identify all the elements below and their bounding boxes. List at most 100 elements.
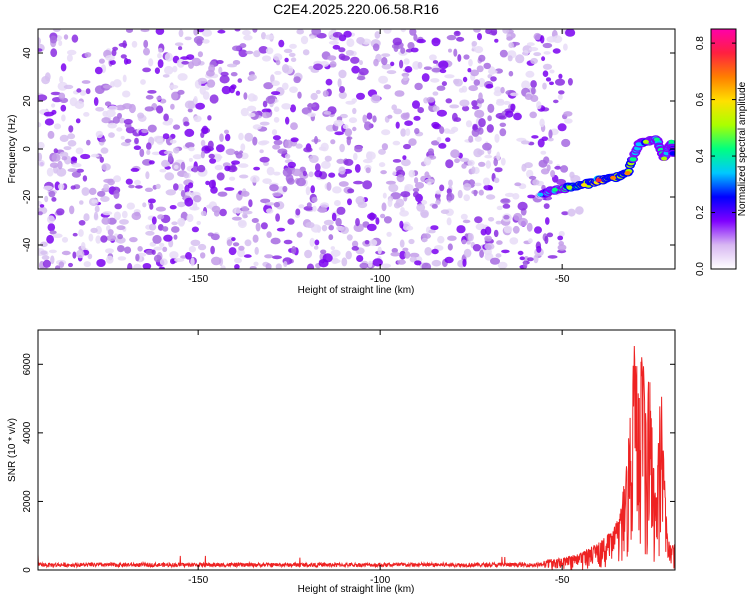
noise-blob	[523, 261, 528, 269]
noise-blob	[51, 103, 56, 108]
noise-blob	[462, 219, 471, 224]
noise-blob	[404, 120, 413, 126]
noise-blob	[214, 164, 223, 171]
noise-blob	[58, 40, 63, 47]
noise-blob	[339, 113, 348, 119]
noise-blob	[76, 88, 82, 93]
noise-blob	[290, 137, 299, 143]
noise-blob	[265, 95, 276, 104]
noise-blob	[334, 200, 341, 207]
noise-blob	[545, 217, 550, 225]
noise-blob	[234, 264, 240, 269]
noise-blob	[238, 132, 244, 141]
noise-blob	[99, 156, 105, 163]
noise-blob	[200, 252, 206, 259]
noise-blob	[156, 138, 164, 145]
noise-blob	[381, 53, 391, 57]
noise-blob	[322, 90, 329, 97]
noise-blob	[281, 103, 292, 110]
noise-blob	[283, 239, 293, 245]
noise-blob	[272, 192, 282, 197]
colorbar-label: Normalized spectral amplitude	[737, 81, 748, 216]
bottom-x-axis-label: Height of straight line (km)	[298, 584, 415, 595]
colorbar-tick-label: 0.8	[695, 36, 706, 50]
noise-blob	[149, 223, 157, 231]
noise-blob	[42, 259, 52, 268]
noise-blob	[137, 112, 145, 119]
noise-blob	[503, 225, 513, 234]
y-tick-label: 0	[22, 567, 33, 573]
noise-blob	[290, 57, 297, 62]
noise-blob	[191, 226, 199, 233]
noise-blob	[273, 171, 281, 176]
noise-blob	[38, 94, 48, 101]
noise-blob	[239, 174, 249, 179]
noise-blob	[323, 111, 332, 115]
noise-blob	[321, 160, 331, 169]
noise-blob	[373, 58, 379, 67]
noise-blob	[80, 242, 86, 251]
noise-blob	[436, 85, 446, 91]
noise-blob	[508, 70, 514, 77]
noise-blob	[188, 157, 193, 162]
noise-blob	[144, 187, 154, 192]
noise-blob	[484, 252, 494, 261]
noise-blob	[309, 155, 319, 163]
noise-blob	[193, 96, 198, 105]
noise-blob	[338, 47, 346, 53]
top-x-axis-label: Height of straight line (km)	[298, 285, 415, 296]
noise-blob	[157, 214, 165, 220]
noise-blob	[164, 172, 175, 181]
noise-blob	[289, 43, 297, 49]
noise-blob	[369, 239, 378, 247]
noise-blob	[107, 217, 117, 225]
noise-blob	[185, 252, 192, 260]
noise-blob	[162, 133, 170, 140]
noise-blob	[266, 231, 272, 239]
noise-blob	[142, 263, 152, 269]
noise-blob	[293, 76, 301, 84]
noise-blob	[273, 116, 280, 123]
noise-blob	[414, 177, 419, 184]
noise-blob	[53, 148, 58, 154]
noise-blob	[74, 100, 85, 109]
noise-blob	[476, 97, 485, 104]
noise-blob	[186, 54, 195, 60]
noise-blob	[497, 261, 508, 269]
noise-blob	[353, 152, 358, 161]
noise-blob	[173, 147, 180, 154]
noise-blob	[61, 156, 68, 161]
noise-blob	[252, 29, 258, 33]
noise-blob	[104, 101, 112, 107]
noise-blob	[378, 148, 386, 155]
noise-blob	[352, 107, 357, 115]
noise-blob	[231, 237, 236, 242]
noise-blob	[255, 222, 261, 232]
noise-blob	[172, 124, 181, 130]
noise-blob	[161, 160, 170, 168]
noise-blob	[329, 61, 337, 68]
noise-blob	[490, 257, 500, 265]
noise-blob	[271, 80, 280, 86]
noise-blob	[344, 128, 353, 137]
noise-blob	[80, 153, 91, 160]
noise-blob	[221, 85, 231, 95]
noise-blob	[84, 52, 92, 58]
noise-blob	[252, 124, 262, 130]
noise-blob	[290, 122, 298, 130]
noise-blob	[135, 185, 143, 189]
noise-blob	[366, 151, 376, 160]
noise-blob	[493, 229, 499, 238]
noise-blob	[365, 167, 371, 174]
noise-blob	[372, 258, 383, 267]
noise-blob	[95, 130, 104, 139]
noise-blob	[548, 160, 553, 165]
y-tick-label: 40	[22, 47, 33, 59]
noise-blob	[71, 163, 82, 168]
noise-blob	[474, 136, 482, 142]
noise-blob	[467, 68, 472, 73]
noise-blob	[536, 245, 542, 253]
noise-blob	[66, 49, 77, 56]
noise-blob	[563, 43, 568, 51]
signal-peak	[566, 185, 573, 190]
